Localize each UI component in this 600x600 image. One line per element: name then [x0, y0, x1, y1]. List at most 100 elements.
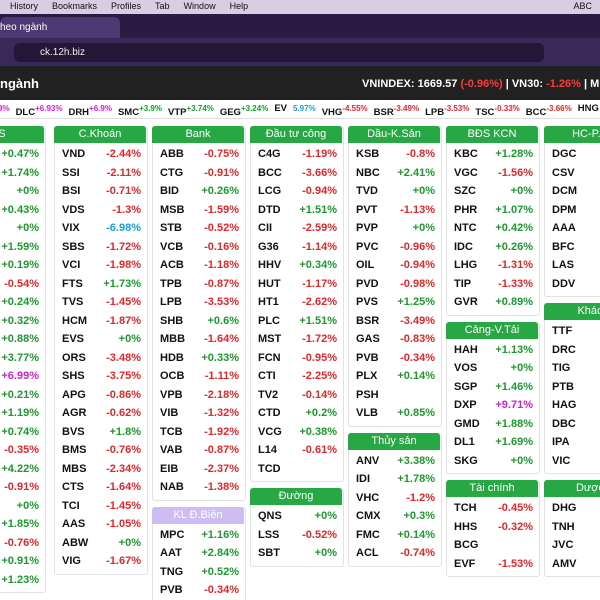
- stock-code[interactable]: VDS: [62, 203, 85, 216]
- stock-code[interactable]: NAB: [160, 481, 184, 493]
- stock-code[interactable]: VND: [62, 148, 86, 160]
- ticker-item[interactable]: HNG: [578, 100, 599, 118]
- stock-code[interactable]: NTC: [454, 222, 477, 234]
- ticker-item[interactable]: EV: [274, 100, 287, 118]
- stock-code[interactable]: TNH: [552, 520, 575, 533]
- stock-code[interactable]: MBS: [62, 462, 87, 475]
- menu-item[interactable]: Bookmarks: [52, 1, 98, 11]
- stock-code[interactable]: TIP: [454, 277, 472, 290]
- ticker-item[interactable]: SMC+3.9%: [118, 100, 162, 122]
- stock-code[interactable]: HUT: [258, 277, 281, 290]
- ticker-item[interactable]: DRH+6.9%: [68, 100, 112, 122]
- menu-item[interactable]: Window: [183, 1, 216, 11]
- sector-title[interactable]: BĐS KCN: [446, 126, 538, 143]
- stock-code[interactable]: PVP: [356, 222, 379, 234]
- stock-code[interactable]: MST: [258, 333, 282, 345]
- stock-code[interactable]: PVB: [356, 351, 379, 364]
- stock-code[interactable]: LHG: [454, 259, 478, 271]
- ticker-item[interactable]: LPB-3.53%: [425, 100, 469, 122]
- stock-code[interactable]: EVF: [454, 557, 476, 570]
- sector-title[interactable]: C.Khoán: [54, 126, 146, 143]
- stock-code[interactable]: OCB: [160, 370, 185, 382]
- stock-code[interactable]: PLC: [258, 314, 280, 327]
- stock-code[interactable]: SKG: [454, 454, 478, 467]
- stock-code[interactable]: NBC: [356, 166, 380, 179]
- ticker-item[interactable]: TSC-0.33%: [475, 100, 519, 122]
- stock-code[interactable]: BCC: [258, 166, 282, 179]
- stock-code[interactable]: HT1: [258, 296, 279, 308]
- stock-code[interactable]: CII: [258, 222, 273, 234]
- sector-title[interactable]: Đường: [250, 488, 342, 505]
- stock-code[interactable]: CMX: [356, 510, 381, 522]
- stock-code[interactable]: BCG: [454, 539, 479, 551]
- sector-title[interactable]: Cảng-V.Tải: [446, 321, 538, 339]
- stock-code[interactable]: AAA: [552, 222, 576, 234]
- stock-code[interactable]: SGP: [454, 380, 478, 393]
- stock-code[interactable]: TCB: [160, 425, 183, 438]
- stock-code[interactable]: SBS: [62, 240, 85, 253]
- stock-code[interactable]: PSH: [356, 388, 379, 401]
- stock-code[interactable]: BID: [160, 185, 179, 197]
- stock-code[interactable]: BVS: [62, 425, 85, 438]
- stock-code[interactable]: VAB: [160, 444, 183, 456]
- stock-code[interactable]: VIC: [552, 454, 571, 467]
- stock-code[interactable]: TTF: [552, 325, 573, 337]
- stock-code[interactable]: HAH: [454, 343, 478, 356]
- stock-code[interactable]: VIX: [62, 222, 80, 234]
- stock-code[interactable]: FMC: [356, 528, 380, 541]
- stock-code[interactable]: L14: [258, 444, 277, 456]
- stock-code[interactable]: GMD: [454, 417, 480, 430]
- stock-code[interactable]: BMS: [62, 444, 87, 456]
- stock-code[interactable]: LAS: [552, 259, 574, 271]
- tab[interactable]: heo ngành: [0, 17, 120, 38]
- stock-code[interactable]: PVD: [356, 277, 379, 290]
- stock-code[interactable]: DDV: [552, 277, 576, 290]
- stock-code[interactable]: DBC: [552, 417, 576, 430]
- stock-code[interactable]: G36: [258, 240, 279, 253]
- stock-code[interactable]: HCM: [62, 314, 88, 327]
- sector-title[interactable]: Dược: [544, 480, 600, 497]
- stock-code[interactable]: GVR: [454, 296, 478, 308]
- ticker-item[interactable]: BSR-3.49%: [374, 100, 419, 122]
- stock-code[interactable]: CTD: [258, 407, 281, 419]
- stock-code[interactable]: IDC: [454, 240, 473, 253]
- stock-code[interactable]: VCG: [258, 425, 282, 438]
- stock-code[interactable]: PVC: [356, 240, 379, 253]
- sector-title[interactable]: Thủy sản: [348, 432, 440, 450]
- stock-code[interactable]: ANV: [356, 454, 380, 467]
- stock-code[interactable]: TCI: [62, 499, 80, 512]
- stock-code[interactable]: SBT: [258, 547, 280, 559]
- stock-code[interactable]: HAG: [552, 399, 577, 411]
- stock-code[interactable]: DRC: [552, 343, 576, 356]
- stock-code[interactable]: CTG: [160, 166, 184, 179]
- stock-code[interactable]: LPB: [160, 296, 182, 308]
- stock-code[interactable]: SSI: [62, 166, 80, 179]
- stock-code[interactable]: MBB: [160, 333, 186, 345]
- stock-code[interactable]: PHR: [454, 203, 478, 216]
- stock-code[interactable]: MSB: [160, 203, 185, 216]
- sector-title[interactable]: Bank: [152, 126, 244, 143]
- stock-code[interactable]: APG: [62, 388, 86, 401]
- stock-code[interactable]: SHS: [62, 370, 85, 382]
- stock-code[interactable]: VIB: [160, 407, 179, 419]
- stock-code[interactable]: DGC: [552, 148, 577, 160]
- stock-code[interactable]: ABW: [62, 536, 89, 549]
- stock-code[interactable]: TNG: [160, 565, 184, 578]
- stock-code[interactable]: TCH: [454, 502, 477, 514]
- stock-code[interactable]: STB: [160, 222, 182, 234]
- stock-code[interactable]: TPB: [160, 277, 182, 290]
- stock-code[interactable]: TCD: [258, 462, 281, 475]
- stock-code[interactable]: ABB: [160, 148, 184, 160]
- ticker-item[interactable]: BCC-3.66%: [526, 100, 572, 122]
- url-field[interactable]: ck.12h.biz: [14, 43, 544, 62]
- ticker-item[interactable]: DLC+6.93%: [16, 100, 63, 122]
- stock-code[interactable]: IDI: [356, 473, 371, 485]
- stock-code[interactable]: VPB: [160, 388, 183, 401]
- ticker-item[interactable]: VTP+3.74%: [168, 100, 214, 122]
- stock-code[interactable]: C4G: [258, 148, 281, 160]
- stock-code[interactable]: SHB: [160, 314, 184, 327]
- stock-code[interactable]: EVS: [62, 333, 85, 345]
- stock-code[interactable]: KBC: [454, 148, 478, 160]
- sector-title[interactable]: KL Đ.Biên: [152, 506, 244, 524]
- menu-item[interactable]: Help: [229, 1, 249, 11]
